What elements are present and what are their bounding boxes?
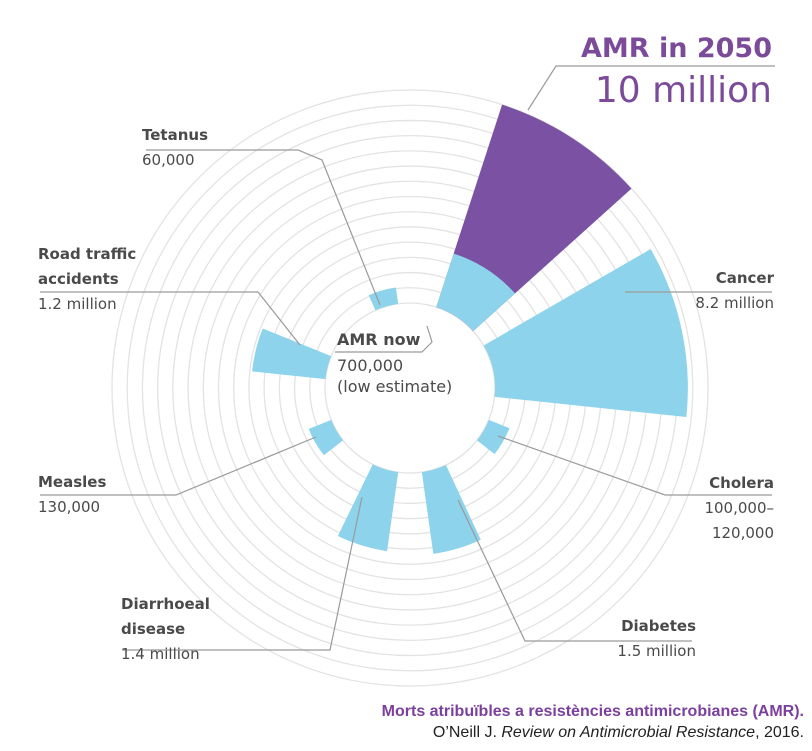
bar-cancer: [483, 249, 688, 418]
label-cancer-value: 8.2 million: [695, 294, 774, 312]
label-tetanus: Tetanus 60,000: [142, 123, 208, 173]
amr-now-label: AMR now 700,000 (low estimate): [337, 330, 452, 397]
leader-measles: [40, 436, 317, 496]
label-cholera-value: 100,000– 120,000: [704, 499, 774, 542]
label-cancer-name: Cancer: [715, 269, 774, 287]
caption-title: Morts atribuïbles a resistències antimic…: [381, 703, 804, 720]
bar-diabetes: [421, 465, 481, 554]
leader-cholera: [497, 435, 772, 496]
caption-source: O’Neill J. Review on Antimicrobial Resis…: [382, 722, 804, 743]
bar-tetanus: [368, 287, 399, 311]
leader-road: [40, 291, 301, 346]
amr-2050-value: 10 million: [594, 70, 772, 111]
label-diarrhoeal-name: Diarrhoeal disease: [121, 595, 210, 638]
label-measles-value: 130,000: [38, 498, 101, 516]
bar-measles: [308, 419, 344, 456]
label-cancer: Cancer 8.2 million: [695, 266, 774, 316]
leader-amr-now: [335, 325, 433, 353]
label-diarrhoeal: Diarrhoeal disease 1.4 million: [121, 592, 210, 667]
caption: Morts atribuïbles a resistències antimic…: [382, 701, 804, 743]
grid-ring: [111, 89, 709, 687]
label-tetanus-name: Tetanus: [142, 126, 208, 144]
amr-now-value: 700,000 (low estimate): [337, 356, 453, 396]
bar-cholera: [476, 419, 510, 455]
bar-diarrhoeal: [337, 464, 399, 552]
leader-amr-2050: [527, 65, 775, 111]
label-diabetes-value: 1.5 million: [617, 642, 696, 660]
label-diabetes: Diabetes 1.5 million: [617, 614, 696, 664]
amr-2050-label: AMR in 2050 10 million: [581, 30, 772, 114]
leader-diarrhoeal: [122, 496, 363, 651]
leader-diabetes: [457, 499, 692, 642]
leader-tetanus: [146, 149, 381, 306]
label-road-traffic: Road traffic accidents 1.2 million: [38, 242, 136, 317]
label-cholera: Cholera 100,000– 120,000: [704, 471, 774, 546]
amr-2050-title: AMR in 2050: [581, 33, 772, 64]
caption-author: O’Neill J.: [432, 724, 502, 741]
amr-now-title: AMR now: [337, 330, 421, 349]
caption-year: , 2016.: [755, 724, 804, 741]
label-measles-name: Measles: [38, 473, 107, 491]
bar-amr-now: [436, 253, 516, 332]
bar-road: [252, 328, 332, 380]
grid-ring: [126, 104, 694, 672]
label-diarrhoeal-value: 1.4 million: [121, 645, 200, 663]
label-measles: Measles 130,000: [38, 470, 106, 520]
label-road-traffic-name: Road traffic accidents: [38, 245, 137, 288]
label-road-traffic-value: 1.2 million: [38, 295, 117, 313]
label-diabetes-name: Diabetes: [621, 617, 696, 635]
label-cholera-name: Cholera: [709, 474, 774, 492]
caption-publication: Review on Antimicrobial Resistance: [501, 724, 756, 741]
label-tetanus-value: 60,000: [142, 151, 195, 169]
